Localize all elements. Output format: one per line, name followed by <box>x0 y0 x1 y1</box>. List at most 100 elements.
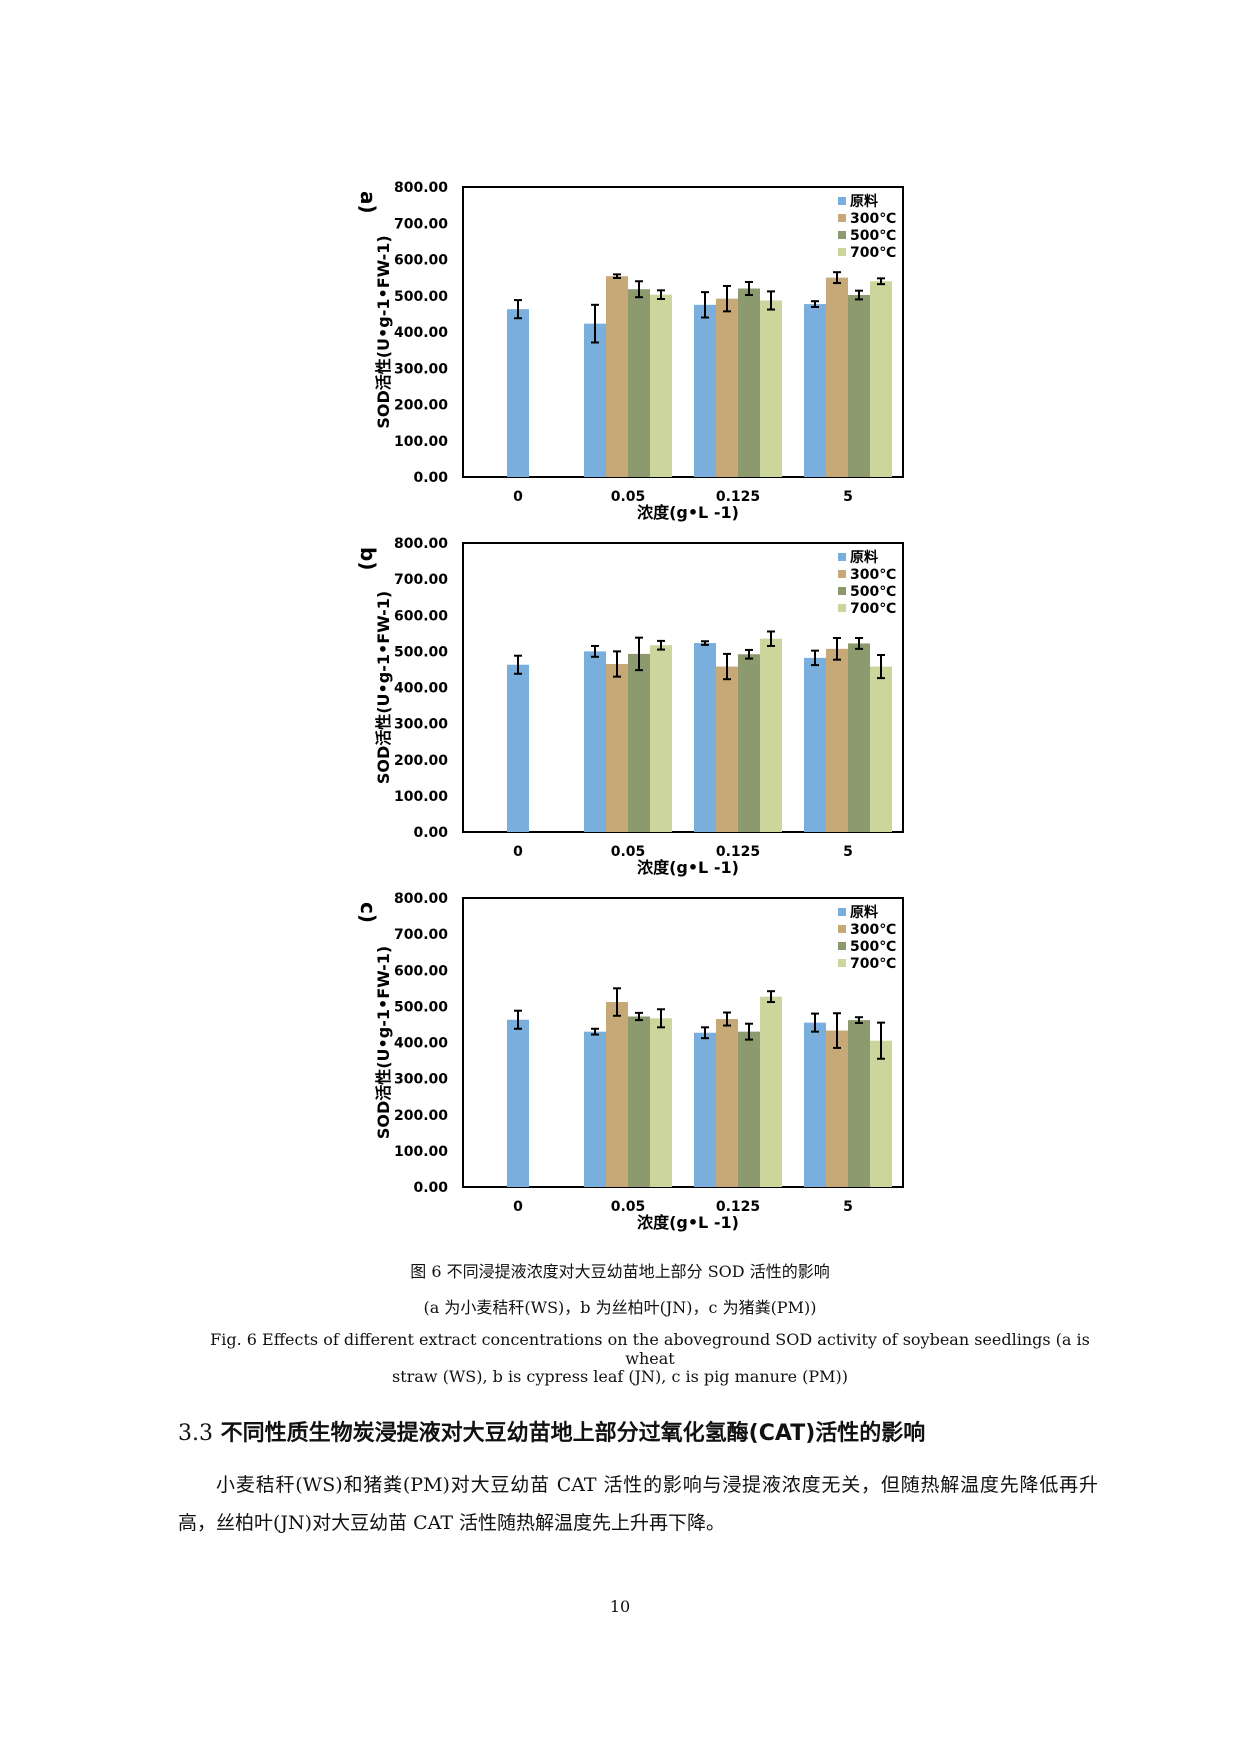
section-heading: 3.3 不同性质生物炭浸提液对大豆幼苗地上部分过氧化氢酶(CAT)活性的影响 <box>178 1415 925 1447</box>
page-number: 10 <box>609 1597 631 1616</box>
chart-c-ytick-label: 300.00 <box>394 1072 448 1088</box>
chart-c-ytick-label: 0.00 <box>413 1180 448 1196</box>
chart-b-ytick-label: 200.00 <box>394 753 448 769</box>
chart-b-ytick-label: 800.00 <box>394 536 448 552</box>
chart-b-legend-label: 500℃ <box>850 584 896 600</box>
chart-a-xlabel: 浓度(g•L -1) <box>637 503 739 522</box>
chart-c-bar <box>650 1018 672 1187</box>
chart-a-xtick-label: 0.05 <box>611 489 646 505</box>
chart-b-legend-swatch <box>838 587 846 595</box>
chart-c-ytick-label: 500.00 <box>394 999 448 1015</box>
chart-a-bar <box>716 298 738 477</box>
chart-a-legend-swatch <box>838 231 846 239</box>
chart-b-bar <box>804 657 826 832</box>
chart-c-legend-label: 原料 <box>850 904 878 921</box>
chart-a-legend-label: 300℃ <box>850 211 896 227</box>
chart-a-bar <box>628 289 650 477</box>
chart-b-ytick-label: 500.00 <box>394 644 448 660</box>
chart-c-ytick-label: 600.00 <box>394 963 448 979</box>
chart-c-bar <box>738 1031 760 1187</box>
chart-b-xtick-label: 5 <box>843 844 853 860</box>
chart-c-panel-label: c) <box>356 902 380 923</box>
chart-c-bar <box>826 1030 848 1187</box>
chart-b-bar <box>870 666 892 832</box>
chart-c-bar <box>584 1031 606 1187</box>
chart-b-ytick-label: 300.00 <box>394 717 448 733</box>
chart-a-bar <box>738 288 760 477</box>
chart-a-bar <box>584 323 606 477</box>
section-number: 3.3 <box>178 1421 213 1446</box>
chart-b-bar <box>694 643 716 832</box>
chart-c-ytick-label: 400.00 <box>394 1036 448 1052</box>
chart-c-ytick-label: 100.00 <box>394 1144 448 1160</box>
chart-c-ytick-label: 200.00 <box>394 1108 448 1124</box>
chart-b-legend-swatch <box>838 570 846 578</box>
chart-a-ytick-label: 400.00 <box>394 325 448 341</box>
chart-b-plot-frame <box>462 542 904 833</box>
chart-c-xtick-label: 0.125 <box>716 1199 760 1215</box>
chart-a-ytick-label: 800.00 <box>394 180 448 196</box>
figure-caption-en-line2: straw (WS), b is cypress leaf (JN), c is… <box>391 1367 849 1386</box>
chart-b-ylabel: SOD活性(U•g-1•FW-1) <box>374 591 393 784</box>
chart-b-bar <box>650 645 672 832</box>
section-title: 不同性质生物炭浸提液对大豆幼苗地上部分过氧化氢酶(CAT)活性的影响 <box>220 1421 926 1446</box>
chart-c-xtick-label: 0 <box>513 1199 523 1215</box>
chart-a-xtick-label: 0 <box>513 489 523 505</box>
chart-c-bar <box>804 1022 826 1187</box>
chart-b-bar <box>760 638 782 832</box>
chart-a-ytick-label: 0.00 <box>413 470 448 486</box>
chart-c-legend-swatch <box>838 942 846 950</box>
chart-a-bar <box>694 304 716 477</box>
chart-b-legend-label: 700℃ <box>850 601 896 617</box>
chart-a-plot-frame <box>462 186 904 478</box>
body-paragraph: 小麦秸秆(WS)和猪粪(PM)对大豆幼苗 CAT 活性的影响与浸提液浓度无关，但… <box>178 1474 1098 1534</box>
chart-b-xlabel: 浓度(g•L -1) <box>637 858 739 877</box>
chart-c-bar <box>848 1020 870 1187</box>
chart-b-bar <box>716 666 738 832</box>
chart-a-bar <box>826 277 848 477</box>
chart-b-ytick-label: 0.00 <box>413 825 448 841</box>
chart-c-legend-label: 500℃ <box>850 939 896 955</box>
chart-a-ytick-label: 500.00 <box>394 289 448 305</box>
chart-a-bar <box>507 309 529 477</box>
chart-a-bar <box>650 294 672 477</box>
chart-c-xlabel: 浓度(g•L -1) <box>637 1213 739 1232</box>
chart-c-bar <box>606 1002 628 1187</box>
chart-c-xtick-label: 0.05 <box>611 1199 646 1215</box>
chart-a-ytick-label: 100.00 <box>394 434 448 450</box>
chart-a-ytick-label: 600.00 <box>394 253 448 269</box>
chart-a-legend-label: 700℃ <box>850 245 896 261</box>
chart-a-bar <box>848 295 870 477</box>
figure-caption-cn-line1: 图 6 不同浸提液浓度对大豆幼苗地上部分 SOD 活性的影响 <box>410 1262 830 1281</box>
chart-b-legend-swatch <box>838 553 846 561</box>
chart-a-xtick-label: 0.125 <box>716 489 760 505</box>
chart-b-bar <box>584 651 606 832</box>
chart-c-ytick-label: 800.00 <box>394 891 448 907</box>
chart-c-legend-label: 300℃ <box>850 922 896 938</box>
chart-a-ytick-label: 700.00 <box>394 216 448 232</box>
chart-b-ytick-label: 400.00 <box>394 681 448 697</box>
chart-c-bar <box>760 996 782 1187</box>
chart-a-legend-label: 原料 <box>850 193 878 210</box>
chart-c-xtick-label: 5 <box>843 1199 853 1215</box>
chart-a-ytick-label: 200.00 <box>394 398 448 414</box>
chart-a-xtick-label: 5 <box>843 489 853 505</box>
figure-caption-cn-line2: (a 为小麦秸秆(WS)，b 为丝柏叶(JN)，c 为猪粪(PM)) <box>423 1298 817 1317</box>
chart-a-ytick-label: 300.00 <box>394 361 448 377</box>
chart-a-bar <box>870 281 892 477</box>
figure-caption-en-line1: Fig. 6 Effects of different extract conc… <box>210 1330 1090 1368</box>
chart-c-plot-frame <box>462 897 904 1188</box>
chart-c-ylabel: SOD活性(U•g-1•FW-1) <box>374 946 393 1139</box>
chart-a-legend-swatch <box>838 197 846 205</box>
chart-c-legend-label: 700℃ <box>850 956 896 972</box>
chart-c-bar <box>507 1019 529 1187</box>
chart-b-legend-swatch <box>838 604 846 612</box>
chart-b-xtick-label: 0 <box>513 844 523 860</box>
chart-a-bar <box>760 300 782 477</box>
chart-b-xtick-label: 0.05 <box>611 844 646 860</box>
chart-a-panel-label: a) <box>356 191 380 214</box>
chart-b-bar <box>848 643 870 832</box>
chart-a-ylabel: SOD活性(U•g-1•FW-1) <box>374 235 393 428</box>
chart-c-legend-swatch <box>838 925 846 933</box>
chart-c-bar <box>628 1016 650 1187</box>
